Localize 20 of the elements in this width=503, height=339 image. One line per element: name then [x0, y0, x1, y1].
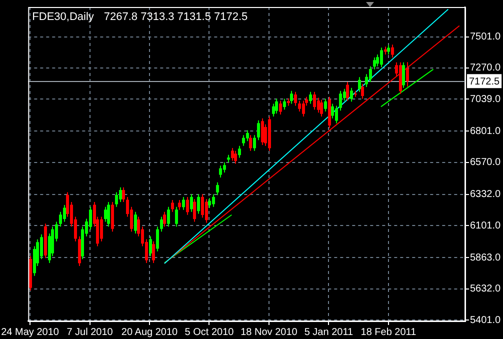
y-tick-label: 6332.0 [470, 189, 502, 200]
y-tick-label: 7039.0 [470, 94, 502, 105]
x-tick-label: 24 May 2010 [1, 326, 60, 338]
y-tick-label: 5632.0 [470, 284, 502, 295]
y-tick-label: 6570.0 [470, 157, 502, 168]
y-tick-label: 5401.0 [470, 314, 502, 326]
y-tick-label: 7501.0 [470, 32, 502, 43]
x-tick-label: 5 Jan 2011 [304, 326, 354, 338]
ref-line-label: 7172.5 [469, 76, 500, 88]
y-tick-label: 7270.0 [470, 62, 502, 74]
x-tick-label: 18 Nov 2010 [240, 326, 298, 338]
x-tick-label: 5 Oct 2010 [184, 326, 234, 338]
x-tick-label: 20 Aug 2010 [121, 326, 178, 338]
y-tick-label: 6101.0 [470, 220, 502, 232]
x-tick-label: 7 Jul 2010 [66, 326, 114, 338]
y-tick-label: 5863.0 [470, 252, 502, 264]
y-tick-label: 6801.0 [470, 126, 502, 137]
chart-subtitle: 7267.8 7313.3 7131.5 7172.5 [104, 11, 248, 24]
chart-title: FDE30,Daily [32, 11, 94, 24]
x-tick-label: 18 Feb 2011 [360, 326, 417, 338]
